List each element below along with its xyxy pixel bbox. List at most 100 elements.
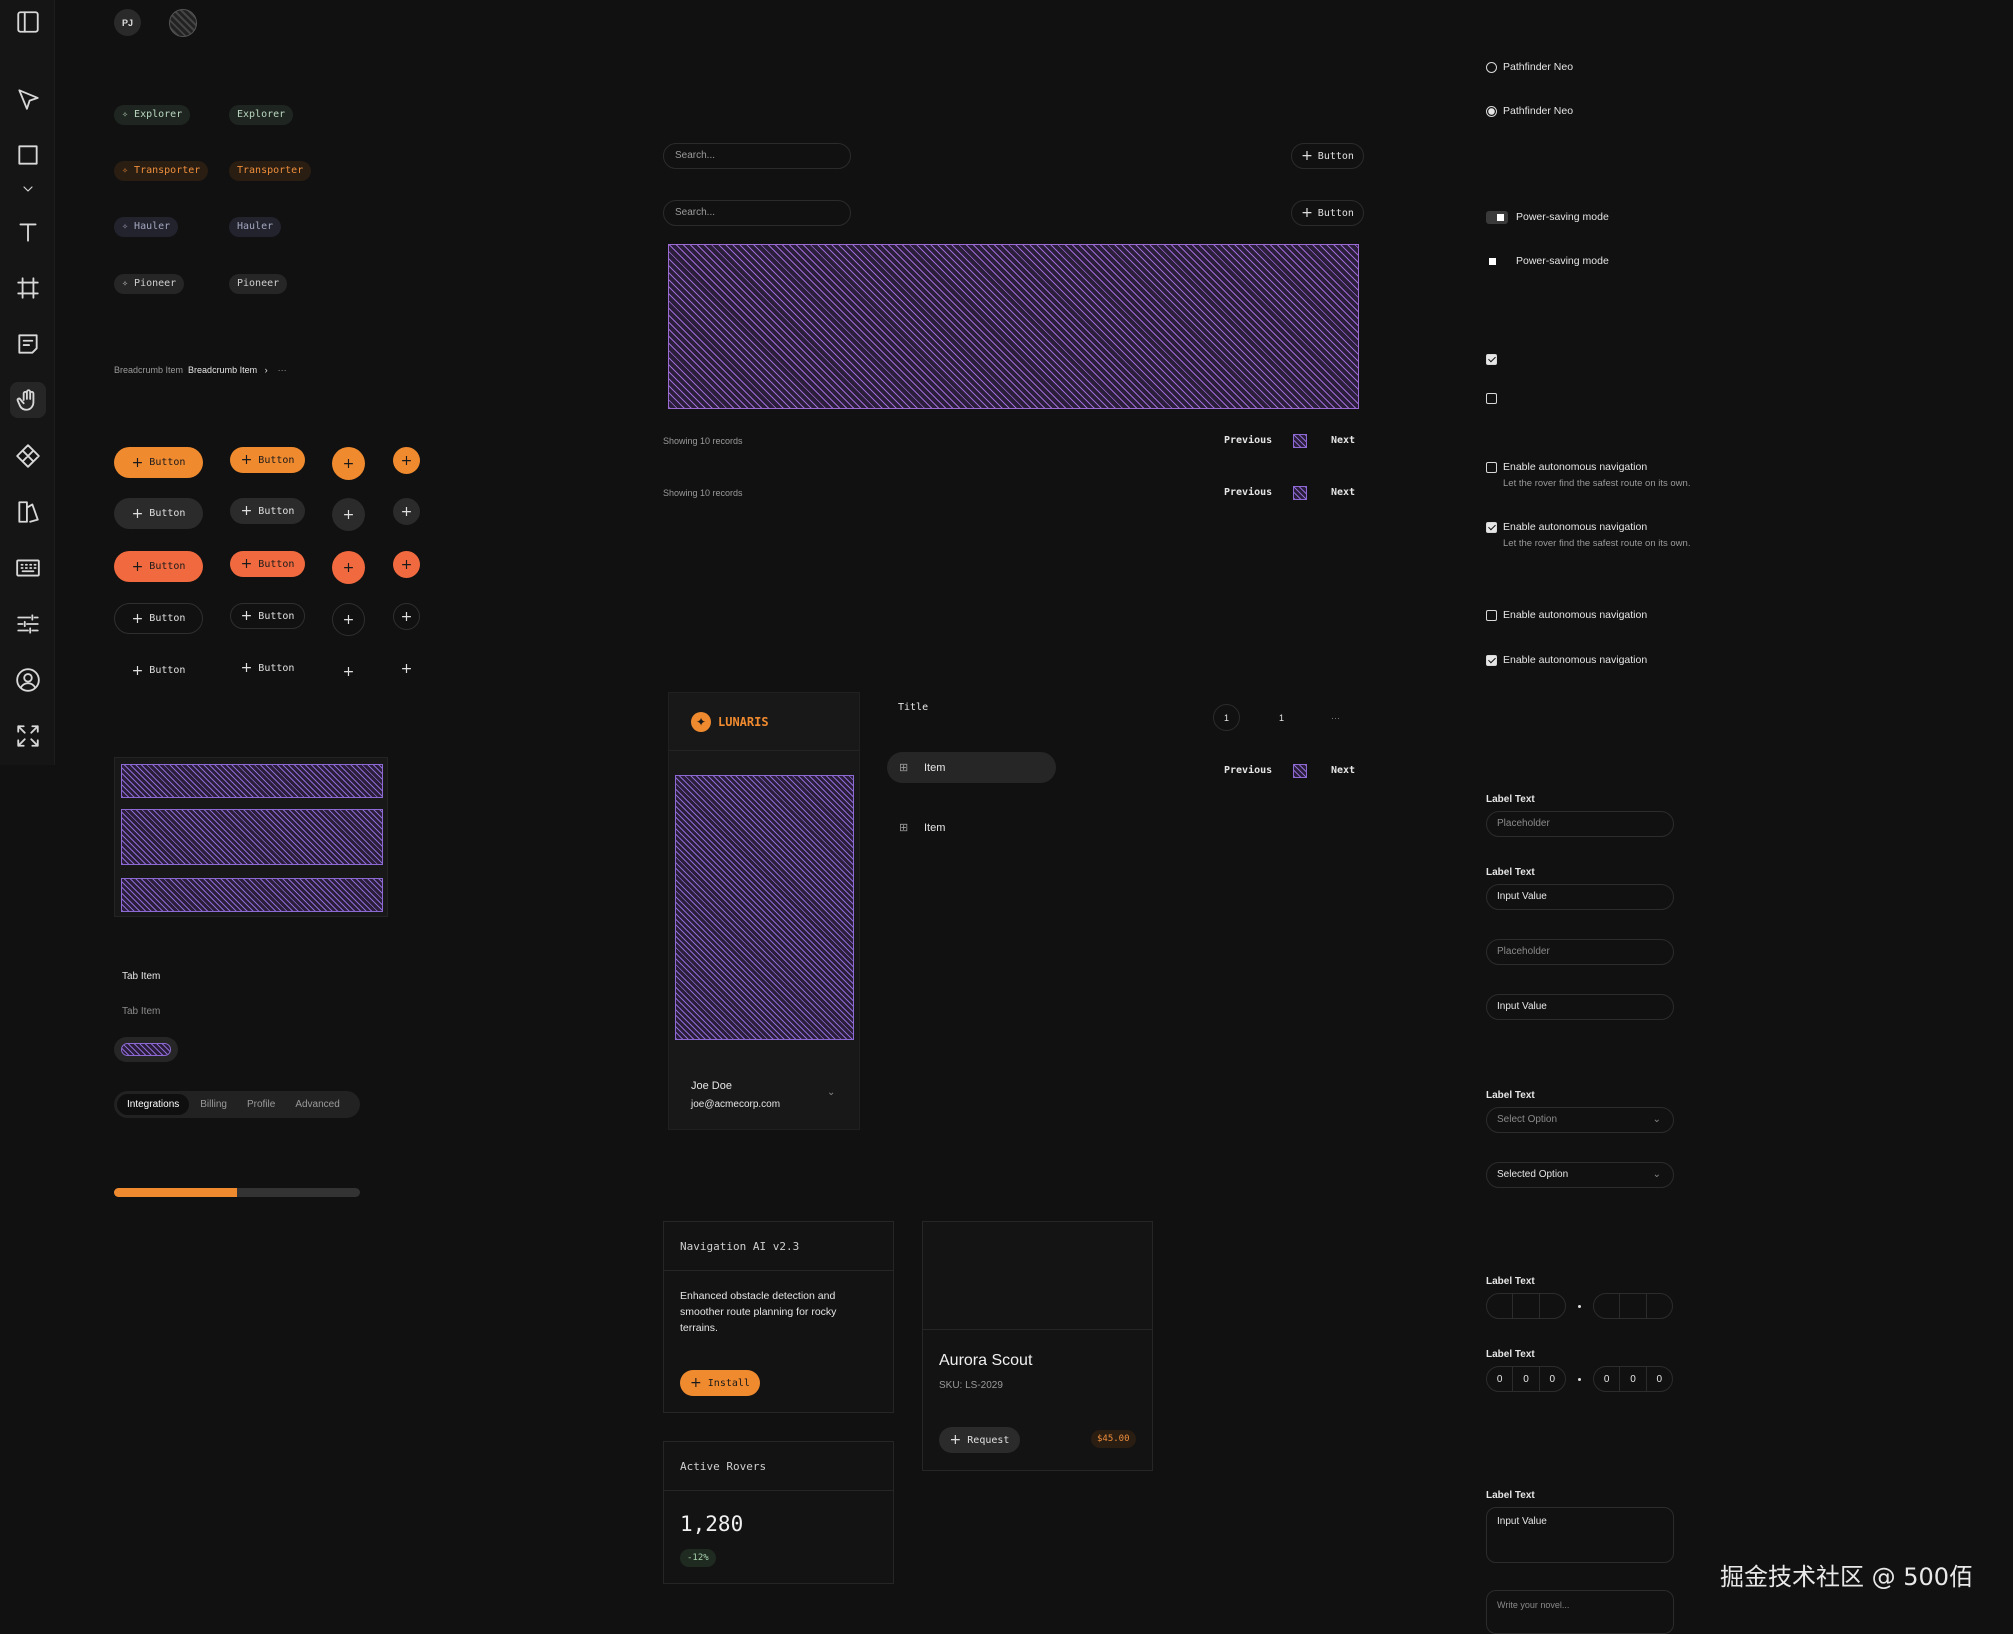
otp-slot[interactable] (1620, 1294, 1647, 1318)
radio-checked[interactable] (1486, 106, 1497, 117)
page-indicator[interactable] (1293, 434, 1307, 448)
icon-button-danger-sm[interactable]: + (393, 551, 420, 578)
button-outline-lg[interactable]: + Button (114, 603, 203, 634)
textarea[interactable]: Input Value (1486, 1507, 1674, 1563)
previous-button[interactable]: Previous (1224, 765, 1273, 776)
page-ellipsis[interactable]: ··· (1331, 712, 1340, 723)
icon-button-primary-sm[interactable]: + (393, 447, 420, 474)
select-input[interactable]: Select Option ⌄ (1486, 1107, 1674, 1133)
hand-icon[interactable] (10, 382, 46, 418)
breadcrumb-ellipsis[interactable]: ··· (277, 365, 287, 375)
textarea[interactable]: Write your novel... (1486, 1590, 1674, 1634)
chevron-down-icon[interactable]: ⌄ (827, 1087, 836, 1098)
button-outline-sm[interactable]: + Button (230, 603, 305, 629)
avatar-image[interactable] (169, 9, 197, 37)
icon-button-outline-lg[interactable]: + (332, 603, 365, 636)
icon-button-outline-sm[interactable]: + (393, 603, 420, 630)
text-icon[interactable] (10, 214, 46, 250)
otp-slot[interactable]: 0 (1513, 1367, 1540, 1391)
button-outline[interactable]: + Button (1291, 143, 1364, 169)
text-input[interactable]: Input Value (1486, 884, 1674, 910)
page-button[interactable]: 1 (1278, 712, 1284, 723)
next-button[interactable]: Next (1331, 765, 1356, 776)
previous-button[interactable]: Previous (1224, 487, 1273, 498)
icon-button-secondary-lg[interactable]: + (332, 498, 365, 531)
search-input[interactable]: Search... (663, 143, 851, 169)
nav-item-active[interactable]: ⊞ Item (887, 752, 1056, 783)
icon-button-primary-lg[interactable]: + (332, 447, 365, 480)
chevron-down-icon[interactable] (10, 178, 46, 200)
search-input[interactable]: Search... (663, 200, 851, 226)
breadcrumb-item-current[interactable]: Breadcrumb Item (188, 365, 258, 375)
otp-slot[interactable] (1513, 1294, 1540, 1318)
page-indicator[interactable] (1293, 764, 1307, 778)
otp-slot[interactable] (1647, 1294, 1672, 1318)
note-icon[interactable] (10, 326, 46, 362)
button-ghost-sm[interactable]: + Button (240, 660, 295, 676)
button-primary-sm[interactable]: + Button (230, 447, 305, 473)
previous-button[interactable]: Previous (1224, 435, 1273, 446)
component-icon[interactable] (10, 438, 46, 474)
toggle-pill[interactable] (114, 1037, 178, 1062)
otp-slot[interactable]: 0 (1656, 1373, 1663, 1385)
button-danger-sm[interactable]: + Button (230, 551, 305, 577)
sliders-icon[interactable] (10, 606, 46, 642)
sidebar-toggle-icon[interactable] (10, 4, 46, 40)
truncated-text: · (1504, 0, 1507, 4)
switch-on[interactable] (1486, 211, 1508, 224)
checkbox-unchecked[interactable] (1486, 462, 1497, 473)
page-button[interactable]: 1 (1213, 704, 1240, 731)
rectangle-icon[interactable] (10, 137, 46, 173)
button-outline[interactable]: + Button (1291, 200, 1364, 226)
checkbox-unchecked[interactable] (1486, 393, 1497, 404)
breadcrumb-item[interactable]: Breadcrumb Item (114, 365, 184, 375)
icon-button-danger-lg[interactable]: + (332, 551, 365, 584)
user-icon[interactable] (10, 662, 46, 698)
otp-slot[interactable] (1487, 1294, 1514, 1318)
nav-item[interactable]: ⊞ Item (887, 812, 1056, 843)
text-input[interactable]: Placeholder (1486, 939, 1674, 965)
assets-icon[interactable] (10, 494, 46, 530)
button-secondary-lg[interactable]: + Button (114, 498, 203, 529)
plus-icon: + (400, 660, 413, 677)
install-button[interactable]: + Install (680, 1370, 760, 1396)
avatar[interactable]: PJ (114, 9, 141, 36)
chip-transporter-icon: ✧ Transporter (114, 161, 209, 181)
checkbox-unchecked[interactable] (1486, 610, 1497, 621)
expand-icon[interactable] (10, 718, 46, 754)
keyboard-icon[interactable] (10, 550, 46, 586)
segment-advanced[interactable]: Advanced (295, 1099, 340, 1110)
button-ghost-lg[interactable]: + Button (131, 662, 186, 679)
otp-slot[interactable] (1594, 1294, 1621, 1318)
icon-button-ghost-sm[interactable]: + (393, 655, 420, 682)
next-button[interactable]: Next (1331, 487, 1356, 498)
checkbox-checked[interactable] (1486, 354, 1497, 365)
otp-slot[interactable]: 0 (1549, 1373, 1556, 1385)
frame-icon[interactable] (10, 270, 46, 306)
page-indicator[interactable] (1293, 486, 1307, 500)
otp-slot[interactable]: 0 (1487, 1367, 1514, 1391)
segment-billing[interactable]: Billing (200, 1099, 227, 1110)
otp-slot[interactable]: 0 (1594, 1367, 1621, 1391)
segment-profile[interactable]: Profile (246, 1099, 276, 1110)
button-danger-lg[interactable]: + Button (114, 551, 203, 582)
checkbox-checked[interactable] (1486, 655, 1497, 666)
button-secondary-sm[interactable]: + Button (230, 498, 305, 524)
pointer-icon[interactable] (10, 81, 46, 117)
checkbox-checked[interactable] (1486, 522, 1497, 533)
icon-button-ghost-lg[interactable]: + (332, 655, 365, 688)
button-primary-lg[interactable]: + Button (114, 447, 203, 478)
otp-slot[interactable]: 0 (1620, 1367, 1647, 1391)
switch-off[interactable] (1486, 255, 1508, 268)
tab-item-active[interactable]: Tab Item (122, 971, 161, 982)
text-input[interactable]: Placeholder (1486, 811, 1674, 837)
radio-unchecked[interactable] (1486, 62, 1497, 73)
text-input[interactable]: Input Value (1486, 994, 1674, 1020)
request-button[interactable]: + Request (939, 1427, 1020, 1453)
next-button[interactable]: Next (1331, 435, 1356, 446)
tab-item[interactable]: Tab Item (122, 1006, 161, 1017)
segment-integrations[interactable]: Integrations (117, 1094, 190, 1115)
select-input[interactable]: Selected Option ⌄ (1486, 1162, 1674, 1188)
otp-slot[interactable] (1540, 1294, 1565, 1318)
icon-button-secondary-sm[interactable]: + (393, 498, 420, 525)
